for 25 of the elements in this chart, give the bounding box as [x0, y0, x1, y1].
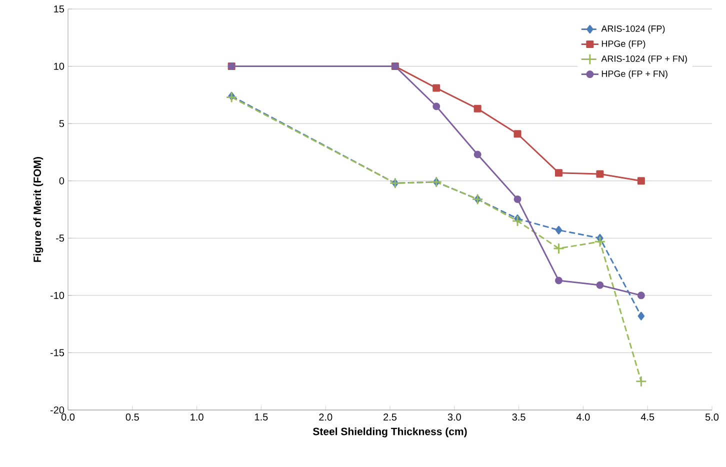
x-tick-label: 2.5: [384, 414, 397, 421]
legend-label: ARIS-1024 (FP + FN): [601, 55, 687, 64]
x-tick-label: 5.0: [705, 414, 719, 421]
y-tick-label: 0: [59, 177, 64, 184]
y-tick-label: 10: [54, 62, 64, 70]
legend-label: HPGe (FP + FN): [602, 70, 668, 79]
y-tick-label: -10: [50, 292, 64, 299]
x-tick-label: 0.0: [61, 414, 75, 421]
x-tick-label: 4.5: [640, 414, 654, 421]
y-tick-label: -15: [50, 349, 64, 356]
y-tick-label: -5: [56, 234, 64, 242]
y-tick-label: 15: [54, 6, 64, 12]
x-tick-label: 1.0: [190, 414, 204, 421]
y-tick-label: 5: [59, 120, 64, 128]
y-axis-title: Figure of Merit (FOM): [33, 156, 44, 262]
x-axis-title: Steel Shielding Thickness (cm): [312, 427, 467, 438]
x-tick-label: 3.0: [448, 414, 461, 421]
x-tick-label: 4.0: [576, 414, 590, 421]
x-tick-label: 0.5: [126, 414, 139, 421]
y-tick-label: -20: [50, 406, 64, 414]
x-tick-label: 2.0: [319, 414, 332, 421]
legend-label: HPGe (FP): [602, 40, 646, 49]
x-tick-label: 1.5: [255, 414, 268, 421]
x-tick-label: 3.5: [512, 414, 526, 421]
legend-label: ARIS-1024 (FP): [601, 25, 665, 34]
